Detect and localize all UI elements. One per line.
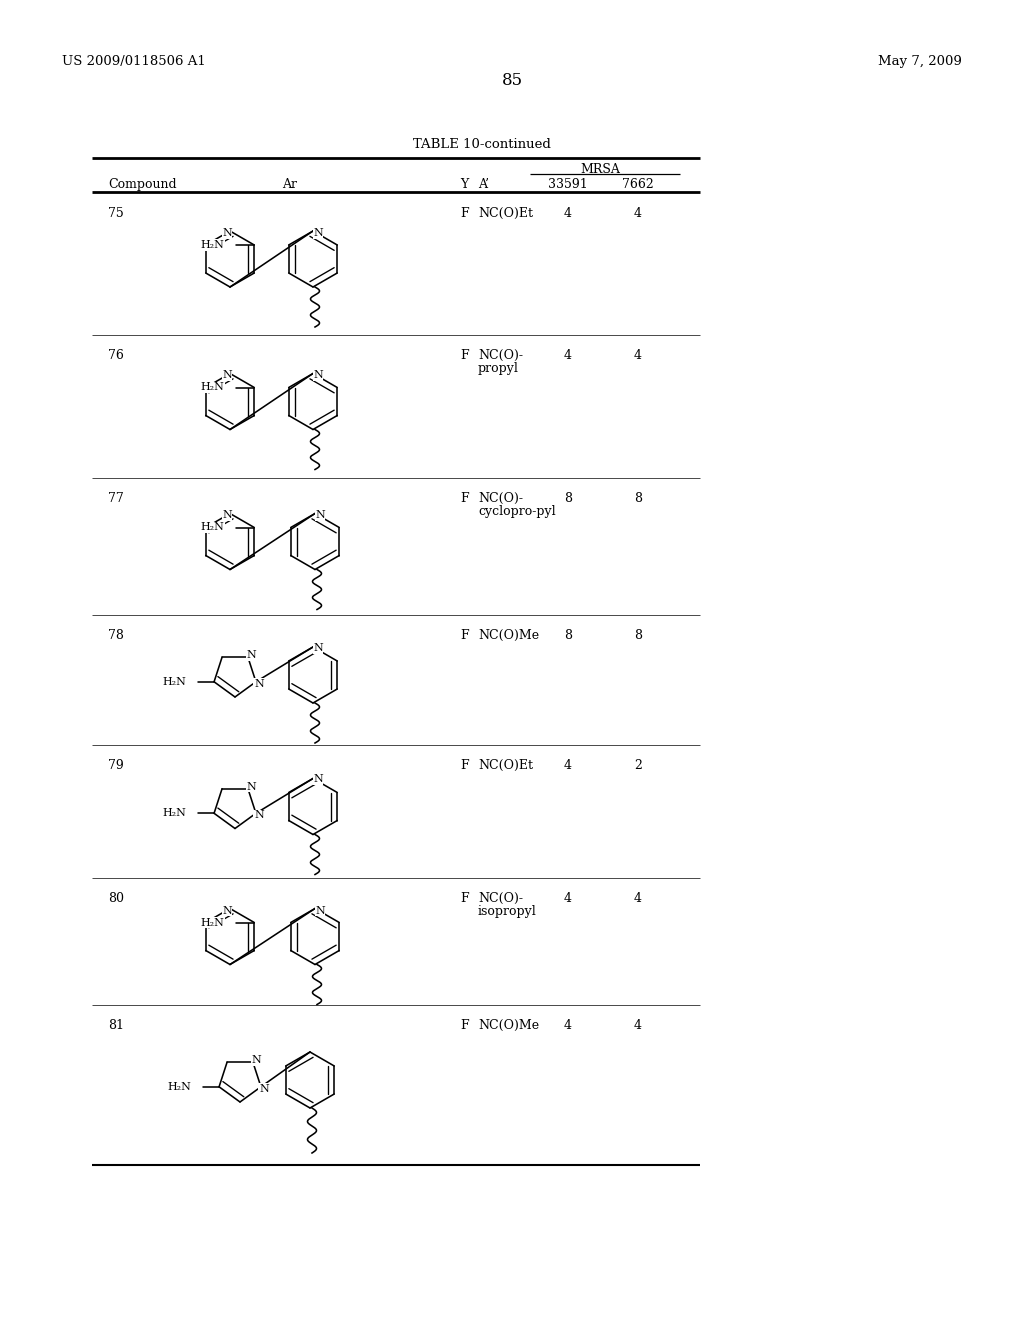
Text: N: N [315, 906, 325, 916]
Text: 8: 8 [634, 630, 642, 642]
Text: N: N [246, 651, 256, 660]
Text: N: N [313, 775, 323, 784]
Text: F: F [460, 759, 469, 772]
Text: 4: 4 [634, 1019, 642, 1032]
Text: 76: 76 [108, 348, 124, 362]
Text: F: F [460, 1019, 469, 1032]
Text: NC(O)Me: NC(O)Me [478, 630, 539, 642]
Text: NC(O)-: NC(O)- [478, 348, 523, 362]
Text: 2: 2 [634, 759, 642, 772]
Text: F: F [460, 207, 469, 220]
Text: NC(O)Me: NC(O)Me [478, 1019, 539, 1032]
Text: NC(O)-: NC(O)- [478, 892, 523, 906]
Text: 33591: 33591 [548, 178, 588, 191]
Text: May 7, 2009: May 7, 2009 [879, 55, 962, 69]
Text: H₂N: H₂N [162, 677, 186, 686]
Text: TABLE 10-continued: TABLE 10-continued [413, 139, 551, 150]
Text: 4: 4 [564, 207, 572, 220]
Text: F: F [460, 630, 469, 642]
Text: H₂N: H₂N [201, 240, 224, 249]
Text: 77: 77 [108, 492, 124, 506]
Text: 79: 79 [108, 759, 124, 772]
Text: 4: 4 [634, 892, 642, 906]
Text: 7662: 7662 [623, 178, 654, 191]
Text: 75: 75 [108, 207, 124, 220]
Text: isopropyl: isopropyl [478, 906, 537, 917]
Text: H₂N: H₂N [201, 917, 224, 928]
Text: 4: 4 [564, 1019, 572, 1032]
Text: 78: 78 [108, 630, 124, 642]
Text: F: F [460, 492, 469, 506]
Text: 80: 80 [108, 892, 124, 906]
Text: 81: 81 [108, 1019, 124, 1032]
Text: H₂N: H₂N [201, 383, 224, 392]
Text: 4: 4 [634, 207, 642, 220]
Text: H₂N: H₂N [201, 523, 224, 532]
Text: MRSA: MRSA [580, 162, 620, 176]
Text: 8: 8 [564, 630, 572, 642]
Text: A’: A’ [478, 178, 489, 191]
Text: NC(O)Et: NC(O)Et [478, 759, 534, 772]
Text: 8: 8 [564, 492, 572, 506]
Text: 4: 4 [634, 348, 642, 362]
Text: propyl: propyl [478, 362, 519, 375]
Text: N: N [254, 678, 264, 689]
Text: F: F [460, 892, 469, 906]
Text: N: N [222, 906, 231, 916]
Text: 8: 8 [634, 492, 642, 506]
Text: NC(O)Et: NC(O)Et [478, 207, 534, 220]
Text: N: N [313, 228, 323, 238]
Text: N: N [313, 371, 323, 380]
Text: H₂N: H₂N [162, 808, 186, 818]
Text: 85: 85 [502, 73, 522, 88]
Text: US 2009/0118506 A1: US 2009/0118506 A1 [62, 55, 206, 69]
Text: Compound: Compound [108, 178, 176, 191]
Text: N: N [222, 511, 231, 520]
Text: 4: 4 [564, 759, 572, 772]
Text: 4: 4 [564, 348, 572, 362]
Text: Ar: Ar [283, 178, 298, 191]
Text: N: N [315, 511, 325, 520]
Text: N: N [251, 1055, 261, 1065]
Text: Y: Y [460, 178, 468, 191]
Text: F: F [460, 348, 469, 362]
Text: NC(O)-: NC(O)- [478, 492, 523, 506]
Text: N: N [222, 371, 231, 380]
Text: N: N [259, 1084, 268, 1094]
Text: 4: 4 [564, 892, 572, 906]
Text: cyclopro-pyl: cyclopro-pyl [478, 506, 556, 517]
Text: N: N [313, 643, 323, 653]
Text: N: N [222, 228, 231, 238]
Text: N: N [254, 810, 264, 820]
Text: H₂N: H₂N [167, 1082, 191, 1092]
Text: N: N [246, 781, 256, 792]
